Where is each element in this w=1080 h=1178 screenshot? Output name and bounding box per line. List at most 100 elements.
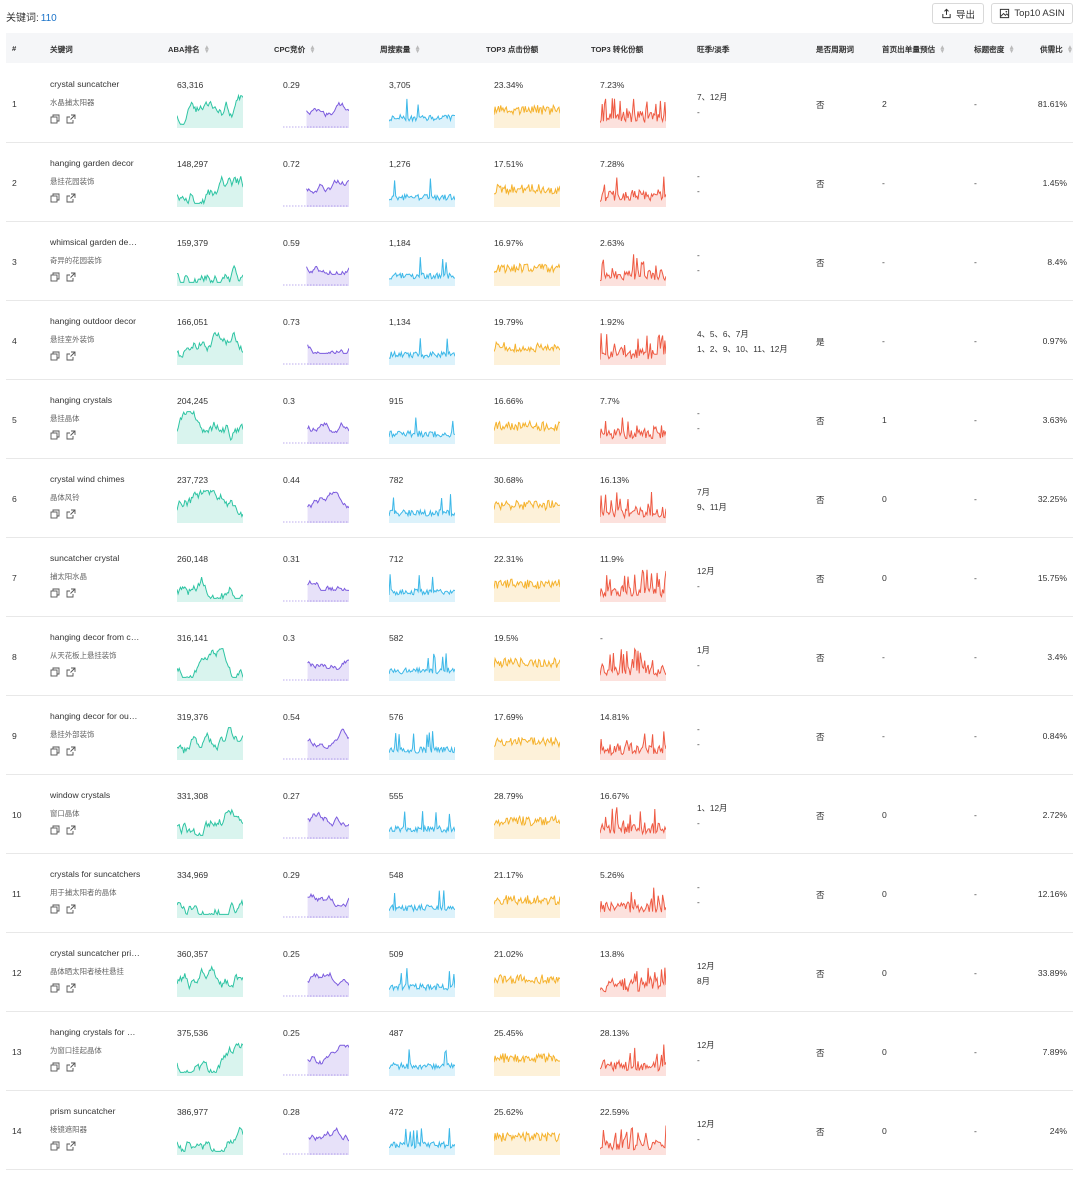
keyword-link[interactable]: suncatcher crystal	[50, 553, 120, 563]
export-label: 导出	[955, 9, 975, 21]
keyword-link[interactable]: crystals for suncatchers	[50, 869, 141, 879]
external-link-icon[interactable]	[66, 272, 76, 282]
sort-icon[interactable]: ▲ ▼	[1066, 44, 1074, 55]
keyword-translation: 悬挂晶体	[50, 414, 80, 423]
copy-icon[interactable]	[50, 272, 60, 282]
keyword-translation: 捕太阳水晶	[50, 572, 87, 581]
keyword-link[interactable]: whimsical garden de…	[50, 237, 137, 247]
aba-rank-value: 331,308	[177, 791, 209, 801]
external-link-icon[interactable]	[66, 825, 76, 835]
weekly-search-trend-chart	[389, 338, 455, 365]
first-page-orders: -	[882, 178, 885, 188]
header-title-density[interactable]: 标题密度 ▲ ▼	[974, 44, 1015, 55]
sort-icon[interactable]: ▲ ▼	[414, 44, 421, 55]
copy-icon[interactable]	[50, 351, 60, 361]
cyclical-flag: 否	[816, 1127, 825, 1137]
copy-icon[interactable]	[50, 1141, 60, 1151]
weekly-search-trend-chart	[389, 1049, 455, 1076]
image-icon	[1000, 8, 1010, 19]
top3-conv-value: 7.23%	[600, 80, 625, 90]
keyword-link[interactable]: hanging decor from c…	[50, 632, 140, 642]
off-peak-months: -	[697, 897, 700, 907]
export-button[interactable]: 导出	[932, 3, 984, 24]
peak-months: -	[697, 882, 700, 892]
header-aba-rank[interactable]: ABA排名 ▲ ▼	[168, 44, 210, 55]
external-link-icon[interactable]	[66, 904, 76, 914]
peak-months: 12月	[697, 961, 715, 971]
sort-icon[interactable]: ▲ ▼	[1008, 44, 1015, 55]
first-page-orders: 0	[882, 968, 887, 978]
aba-rank-value: 63,316	[177, 80, 204, 90]
copy-icon[interactable]	[50, 114, 60, 124]
header-cpc[interactable]: CPC竞价 ▲ ▼	[274, 44, 316, 55]
header-supply-demand[interactable]: 供需比 ▲ ▼	[1040, 44, 1073, 55]
keyword-link[interactable]: crystal suncatcher pri…	[50, 948, 140, 958]
cyclical-flag: 是	[816, 337, 825, 347]
table-header: # 关键词 ABA排名 ▲ ▼ CPC竞价 ▲ ▼ 周搜索量 ▲ ▼ TOP3 点击份额 T…	[6, 33, 1073, 63]
sort-icon[interactable]: ▲ ▼	[939, 44, 946, 55]
external-link-icon[interactable]	[66, 667, 76, 677]
aba-trend-chart	[177, 174, 243, 207]
keyword-link[interactable]: hanging garden decor	[50, 158, 134, 168]
copy-icon[interactable]	[50, 1062, 60, 1072]
supply-demand-ratio: 12.16%	[1037, 889, 1067, 899]
keyword-link[interactable]: window crystals	[50, 790, 111, 800]
aba-trend-chart	[177, 898, 243, 918]
header-first-page-orders[interactable]: 首页出单量预估 ▲ ▼	[882, 44, 946, 55]
top10-asin-button[interactable]: Top10 ASIN	[991, 3, 1073, 24]
cyclical-flag: 否	[816, 100, 825, 110]
first-page-orders: 2	[882, 99, 887, 109]
copy-icon[interactable]	[50, 904, 60, 914]
peak-season: --	[697, 248, 700, 278]
peak-months: 12月	[697, 1119, 715, 1129]
copy-icon[interactable]	[50, 588, 60, 598]
copy-icon[interactable]	[50, 509, 60, 519]
keyword-actions	[50, 983, 76, 993]
aba-rank-value: 204,245	[177, 396, 209, 406]
external-link-icon[interactable]	[66, 114, 76, 124]
sort-icon[interactable]: ▲ ▼	[203, 44, 211, 55]
weekly-search-value: 555	[389, 791, 404, 801]
row-index: 1	[12, 99, 17, 109]
external-link-icon[interactable]	[66, 509, 76, 519]
header-weekly-search[interactable]: 周搜索量 ▲ ▼	[380, 44, 421, 55]
external-link-icon[interactable]	[66, 1141, 76, 1151]
keyword-link[interactable]: hanging decor for ou…	[50, 711, 138, 721]
keyword-link[interactable]: crystal wind chimes	[50, 474, 125, 484]
row-index: 3	[12, 257, 17, 267]
copy-icon[interactable]	[50, 825, 60, 835]
aba-trend-chart	[177, 264, 243, 286]
copy-icon[interactable]	[50, 430, 60, 440]
peak-season: 12月 -	[697, 1117, 715, 1147]
external-link-icon[interactable]	[66, 746, 76, 756]
supply-demand-ratio: 3.4%	[1047, 652, 1067, 662]
supply-demand-ratio: 8.4%	[1047, 257, 1067, 267]
keyword-link[interactable]: prism suncatcher	[50, 1106, 116, 1116]
top3-conv-value: 7.7%	[600, 396, 620, 406]
copy-icon[interactable]	[50, 746, 60, 756]
keyword-link[interactable]: hanging crystals for …	[50, 1027, 136, 1037]
top3-conv-value: 1.92%	[600, 317, 625, 327]
aba-rank-value: 360,357	[177, 949, 209, 959]
table-row: 11 crystals for suncatchers 用于捕太阳者的晶体 334,9…	[6, 854, 1073, 933]
top3-click-value: 16.97%	[494, 238, 524, 248]
sort-icon[interactable]: ▲ ▼	[309, 44, 316, 55]
external-link-icon[interactable]	[66, 983, 76, 993]
keyword-link[interactable]: hanging crystals	[50, 395, 113, 405]
external-link-icon[interactable]	[66, 430, 76, 440]
copy-icon[interactable]	[50, 193, 60, 203]
external-link-icon[interactable]	[66, 351, 76, 361]
keyword-translation: 悬挂室外装饰	[50, 335, 95, 344]
top3-conv-value: 13.8%	[600, 949, 625, 959]
keyword-link[interactable]: hanging outdoor decor	[50, 316, 137, 326]
title-density: -	[974, 336, 977, 346]
external-link-icon[interactable]	[66, 193, 76, 203]
keyword-link[interactable]: crystal suncatcher	[50, 79, 120, 89]
top3-conv-value: 14.81%	[600, 712, 630, 722]
external-link-icon[interactable]	[66, 588, 76, 598]
copy-icon[interactable]	[50, 667, 60, 677]
peak-season: 7、12月 -	[697, 90, 727, 120]
copy-icon[interactable]	[50, 983, 60, 993]
off-peak-months: -	[697, 1055, 700, 1065]
external-link-icon[interactable]	[66, 1062, 76, 1072]
